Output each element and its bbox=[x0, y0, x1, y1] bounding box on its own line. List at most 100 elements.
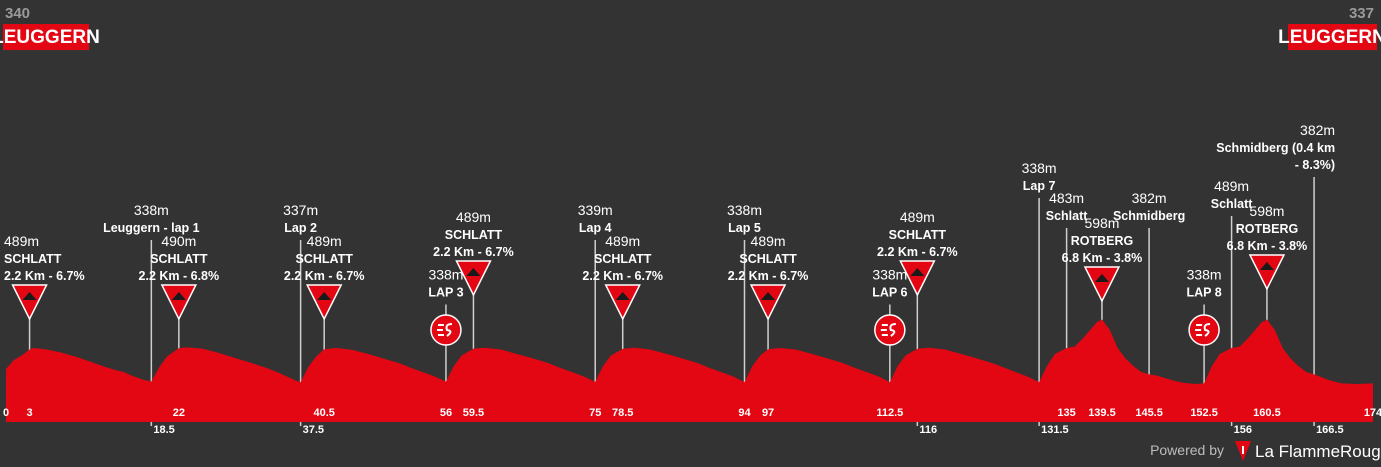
km-tick-label: 18.5 bbox=[153, 424, 174, 436]
waypoint-elevation: 337m bbox=[283, 202, 318, 218]
flame-rouge-logo-icon bbox=[1235, 441, 1251, 461]
km-tick-label: 160.5 bbox=[1253, 407, 1281, 419]
km-tick-layer: 0 3 22 40.5 56 59.5 75 78.5 94 97 112.5 135 139.5 145… bbox=[3, 407, 1381, 436]
climb-flag-icon bbox=[160, 284, 198, 321]
km-tick-label: 156 bbox=[1234, 424, 1252, 436]
mountain-glyph bbox=[317, 292, 332, 300]
waypoint-elevation: 338m bbox=[727, 202, 762, 218]
waypoint-label: SCHLATT bbox=[150, 252, 208, 266]
mountain-glyph bbox=[1259, 262, 1274, 270]
waypoint-label: LAP 6 bbox=[872, 286, 907, 300]
waypoint-elevation: 338m bbox=[134, 202, 169, 218]
waypoint-label: LAP 3 bbox=[428, 286, 463, 300]
marker-icon-layer bbox=[11, 254, 1286, 346]
climb-flag-shape bbox=[455, 260, 492, 297]
waypoint-elevation: 489m bbox=[307, 233, 342, 249]
lap-circle-icon bbox=[1188, 314, 1220, 346]
waypoint-label: 2.2 Km - 6.8% bbox=[139, 269, 220, 283]
waypoint-elevation: 338m bbox=[428, 267, 463, 283]
climb-flag-shape bbox=[899, 260, 936, 297]
waypoint-label: Schlatt bbox=[1046, 209, 1089, 223]
sprint-glyph bbox=[436, 323, 452, 337]
waypoint-label: SCHLATT bbox=[295, 252, 353, 266]
km-tick-label: 78.5 bbox=[612, 407, 633, 419]
waypoint-label: SCHLATT bbox=[445, 228, 503, 242]
waypoint-elevation: 598m bbox=[1249, 203, 1284, 219]
lap-circle-icon bbox=[430, 314, 462, 346]
climb-flag-shape bbox=[160, 284, 198, 321]
waypoint-layer: 489m SCHLATT 2.2 Km - 6.7% 338m Leuggern - l… bbox=[4, 122, 1335, 426]
brand-name[interactable]: La FlammeRouge bbox=[1255, 442, 1381, 461]
km-tick-label: 97 bbox=[762, 407, 774, 419]
km-tick-label: 112.5 bbox=[876, 407, 903, 419]
waypoint-elevation: 489m bbox=[1214, 178, 1249, 194]
waypoint-label: 2.2 Km - 6.7% bbox=[433, 245, 514, 259]
waypoint-label: Schmidberg bbox=[1113, 209, 1185, 223]
climb-flag-icon bbox=[749, 284, 787, 321]
waypoint-label: 6.8 Km - 3.8% bbox=[1062, 251, 1143, 265]
waypoint-label: LAP 8 bbox=[1186, 286, 1221, 300]
climb-flag-icon bbox=[899, 260, 936, 297]
waypoint-elevation: 489m bbox=[900, 209, 935, 225]
waypoint-elevation: 489m bbox=[4, 233, 39, 249]
km-tick-label: 166.5 bbox=[1316, 424, 1344, 436]
waypoint-label: Lap 7 bbox=[1023, 179, 1056, 193]
waypoint-label: SCHLATT bbox=[889, 228, 947, 242]
mountain-glyph bbox=[171, 292, 186, 300]
waypoint-elevation: 382m bbox=[1132, 190, 1167, 206]
climb-flag-icon bbox=[305, 284, 343, 321]
finish-name: LEUGGERN bbox=[1278, 27, 1381, 48]
climb-flag-shape bbox=[11, 284, 48, 321]
waypoint-label: ROTBERG bbox=[1236, 222, 1299, 236]
climb-flag-icon bbox=[604, 284, 641, 321]
waypoint-label: 2.2 Km - 6.7% bbox=[4, 269, 85, 283]
start-name-badge bbox=[3, 24, 89, 50]
mountain-glyph bbox=[1094, 274, 1109, 282]
sprint-glyph bbox=[1195, 323, 1211, 337]
lap-circle-icon bbox=[874, 314, 906, 346]
km-tick-label: 131.5 bbox=[1041, 424, 1069, 436]
elevation-profile-area bbox=[6, 319, 1373, 402]
climb-flag-icon bbox=[455, 260, 492, 297]
finish-elevation: 337 bbox=[1349, 5, 1374, 22]
waypoint-elevation: 338m bbox=[872, 267, 907, 283]
waypoint-label: Lap 4 bbox=[579, 221, 612, 235]
climb-flag-shape bbox=[1248, 254, 1286, 291]
waypoint-label: ROTBERG bbox=[1071, 234, 1134, 248]
waypoint-label: Lap 5 bbox=[728, 221, 761, 235]
km-tick-label: 37.5 bbox=[303, 424, 324, 436]
waypoint-elevation: 598m bbox=[1084, 215, 1119, 231]
waypoint-label: Lap 2 bbox=[284, 221, 317, 235]
mountain-glyph bbox=[615, 292, 630, 300]
finish-name-badge bbox=[1288, 24, 1377, 50]
mountain-glyph bbox=[466, 268, 481, 276]
km-tick-label: 0 bbox=[3, 407, 9, 419]
km-tick-label: 139.5 bbox=[1088, 407, 1116, 419]
waypoint-label: 2.2 Km - 6.7% bbox=[284, 269, 365, 283]
km-tick-label: 174 bbox=[1364, 407, 1381, 419]
start-name: LEUGGERN bbox=[0, 27, 100, 48]
km-tick-label: 22 bbox=[173, 407, 185, 419]
climb-flag-shape bbox=[604, 284, 641, 321]
climb-flag-shape bbox=[1083, 266, 1121, 303]
waypoint-elevation: 382m bbox=[1300, 122, 1335, 138]
km-tick-label: 56 bbox=[440, 407, 452, 419]
waypoint-label: 2.2 Km - 6.7% bbox=[728, 269, 809, 283]
mountain-glyph bbox=[910, 268, 925, 276]
start-elevation: 340 bbox=[5, 5, 30, 22]
km-tick-label: 75 bbox=[589, 407, 601, 419]
powered-by-text: Powered by bbox=[1150, 442, 1224, 458]
waypoint-elevation: 338m bbox=[1022, 160, 1057, 176]
km-tick-label: 152.5 bbox=[1190, 407, 1218, 419]
km-tick-label: 145.5 bbox=[1135, 407, 1163, 419]
mountain-glyph bbox=[761, 292, 776, 300]
waypoint-elevation: 483m bbox=[1049, 190, 1084, 206]
waypoint-label: SCHLATT bbox=[4, 252, 62, 266]
waypoint-label: SCHLATT bbox=[594, 252, 652, 266]
profile-layer bbox=[6, 319, 1373, 422]
waypoint-label: Schlatt bbox=[1211, 197, 1254, 211]
km-tick-label: 116 bbox=[919, 424, 937, 436]
waypoint-label: 6.8 Km - 3.8% bbox=[1227, 239, 1308, 253]
waypoint-elevation: 338m bbox=[1187, 267, 1222, 283]
